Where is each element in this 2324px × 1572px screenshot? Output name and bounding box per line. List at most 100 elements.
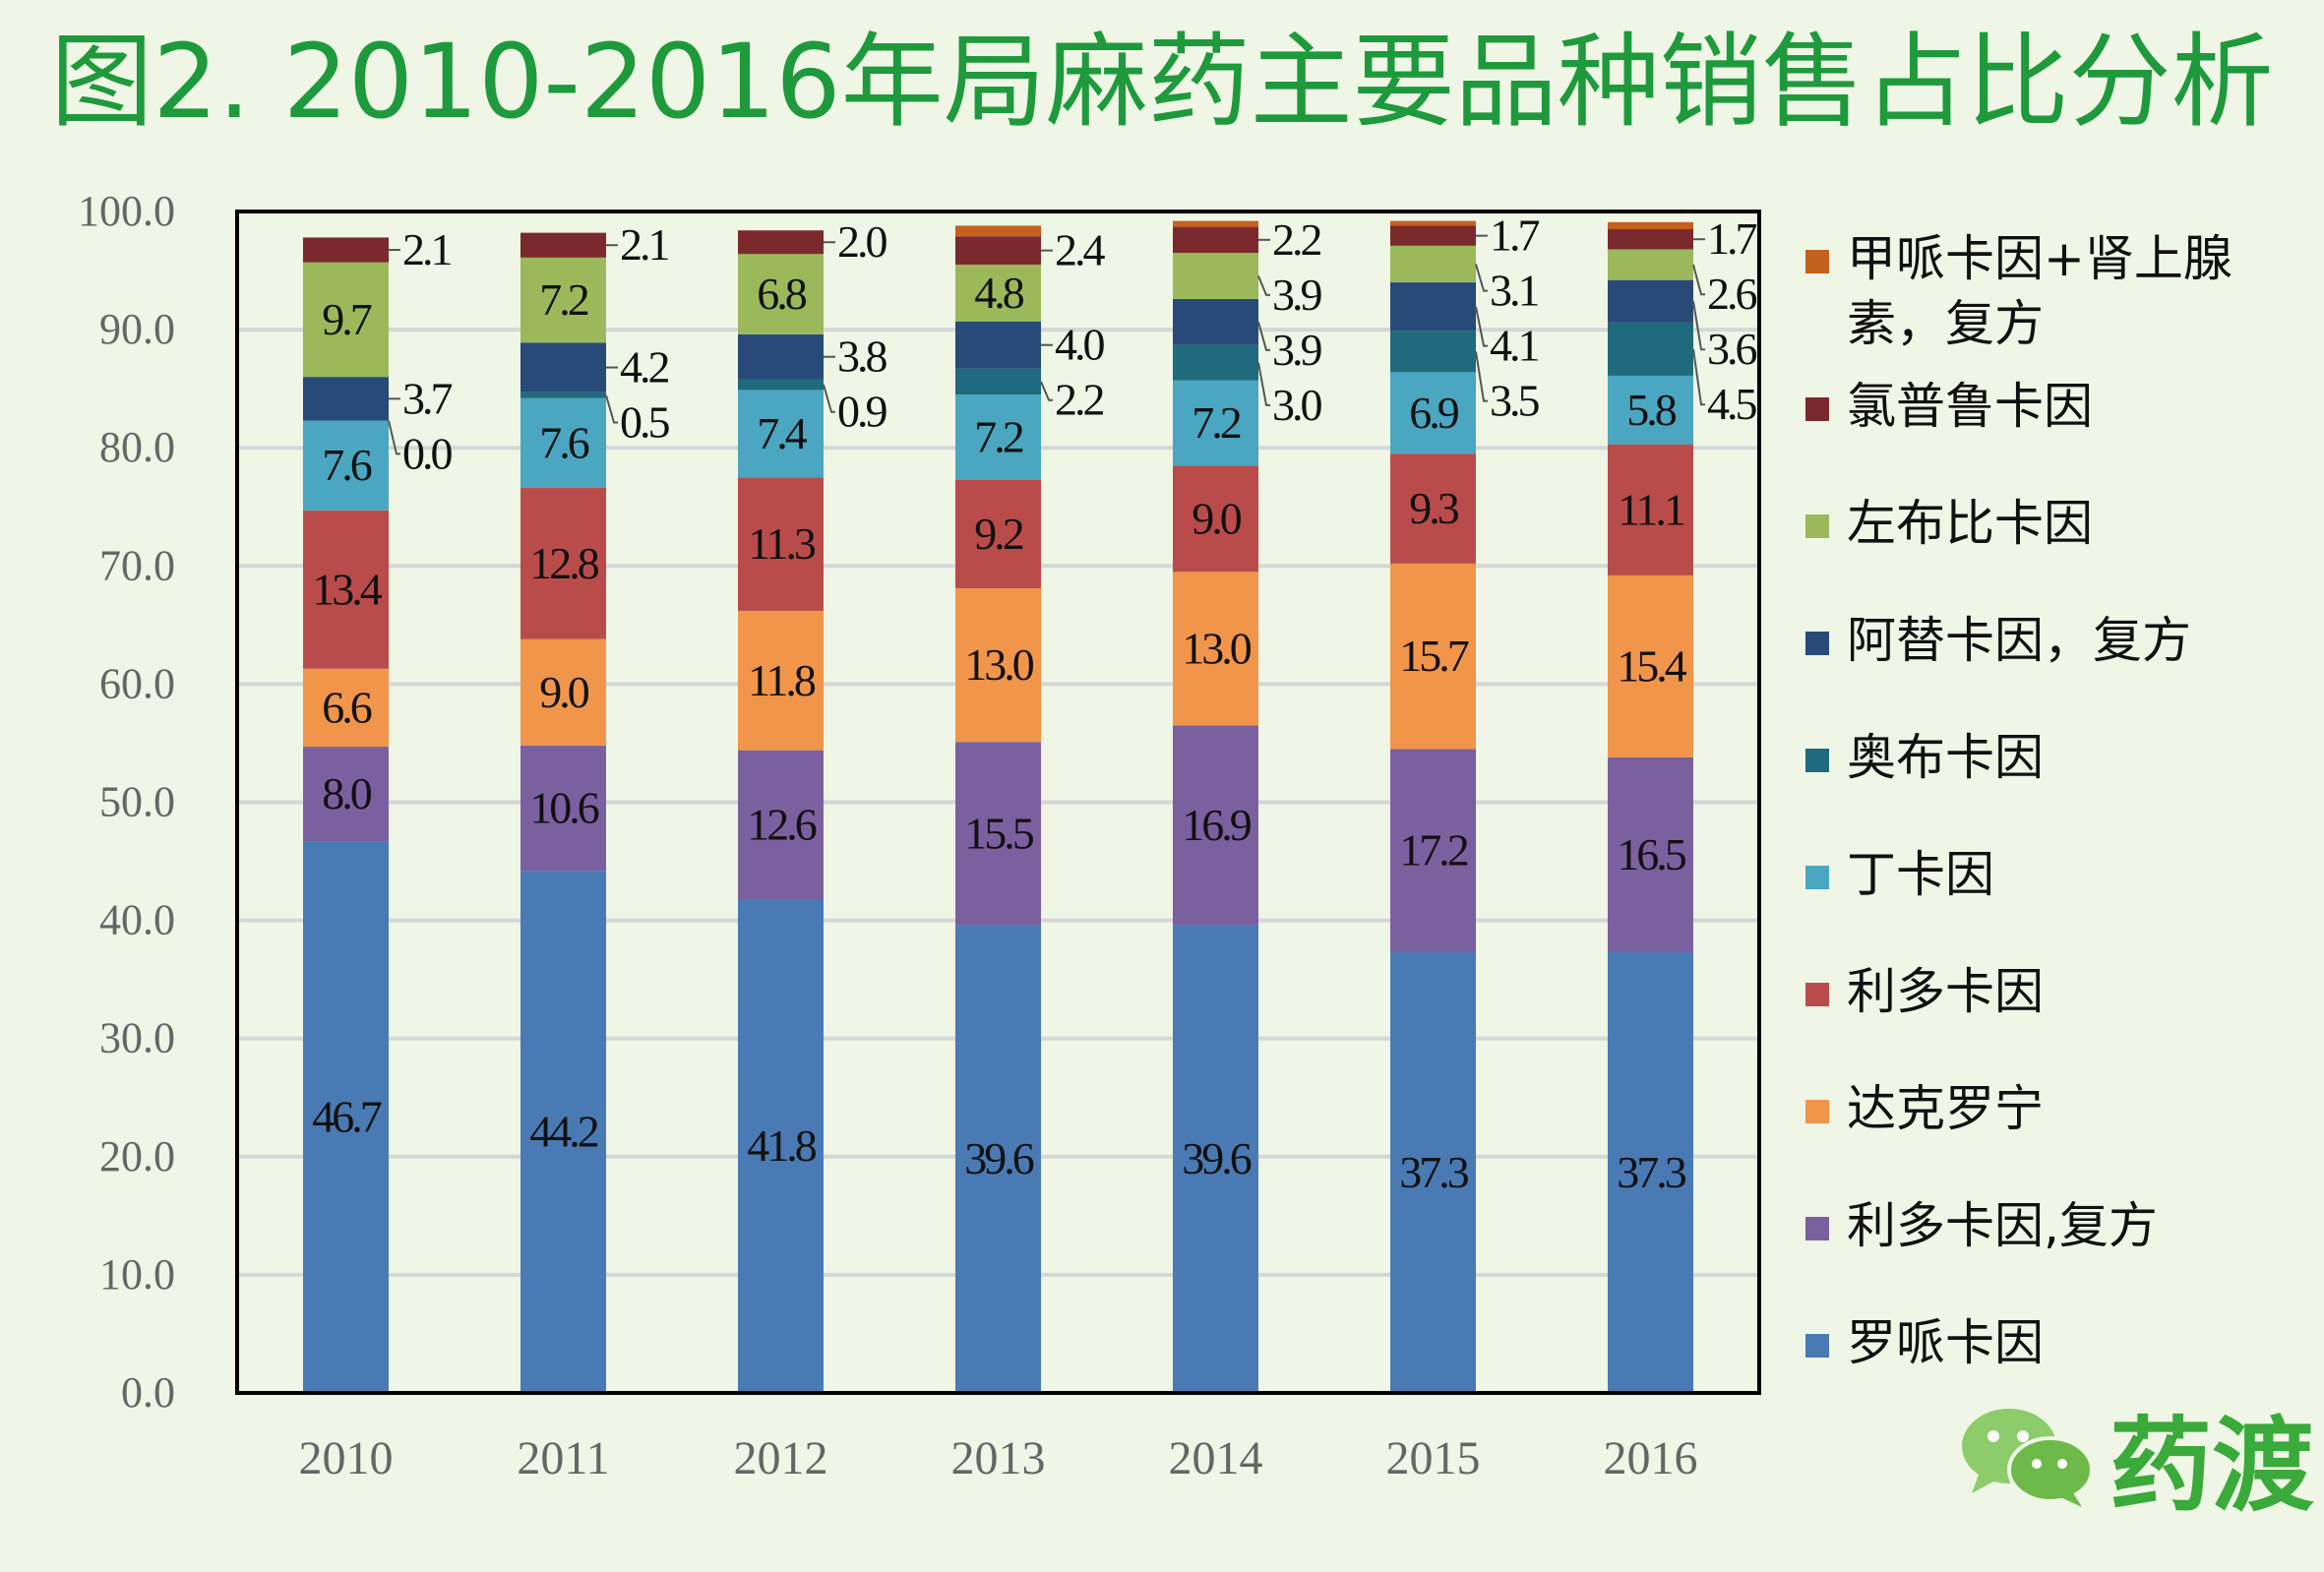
bar-segment <box>1390 372 1476 454</box>
data-label: 8.0 <box>322 768 372 818</box>
y-tick-label: 90.0 <box>99 305 175 353</box>
legend-swatch <box>1805 1334 1829 1358</box>
bar-segment <box>1608 249 1693 280</box>
data-label: 3.8 <box>837 332 887 382</box>
bar-segment <box>1390 952 1476 1393</box>
wechat-icon <box>1962 1408 2094 1507</box>
legend-item: 左布比卡因 <box>1805 491 2270 556</box>
bar-segment <box>1173 298 1258 345</box>
bar-segment <box>955 742 1041 926</box>
legend-label: 氯普鲁卡因 <box>1847 378 2093 435</box>
leader-line <box>1692 264 1705 296</box>
data-label: 39.6 <box>1182 1133 1252 1183</box>
bar-segment <box>1173 226 1258 254</box>
bar-segment <box>738 390 824 478</box>
data-label: 0.9 <box>837 387 887 437</box>
legend-swatch <box>1805 749 1829 772</box>
data-label: 37.3 <box>1617 1147 1686 1197</box>
leader-line <box>823 384 835 413</box>
bar-segment <box>955 236 1041 266</box>
bar-segment <box>955 225 1041 237</box>
data-label: 3.9 <box>1272 270 1322 320</box>
data-label: 13.0 <box>1182 623 1252 673</box>
data-label: 9.0 <box>539 667 589 717</box>
data-label: 2.6 <box>1707 269 1757 319</box>
bar-segment <box>1608 221 1693 230</box>
bar-segment <box>1173 253 1258 299</box>
data-label: 15.5 <box>964 808 1034 858</box>
bar-segment <box>955 588 1041 743</box>
data-label: 44.2 <box>529 1107 598 1157</box>
legend-item: 甲哌卡因+肾上腺素，复方 <box>1805 226 2270 356</box>
bar-segment <box>1173 572 1258 726</box>
bar-segment <box>520 342 606 393</box>
data-label: 13.4 <box>312 564 383 614</box>
bar-segment <box>1390 225 1476 246</box>
bar-segment <box>303 377 389 421</box>
leader-line <box>1475 264 1488 292</box>
data-label: 6.8 <box>757 269 807 319</box>
y-tick-label: 0.0 <box>121 1368 175 1417</box>
bar-segment <box>303 237 389 263</box>
data-label: 4.2 <box>620 342 669 393</box>
x-tick-label: 2014 <box>1169 1432 1263 1484</box>
bar-segment <box>520 745 606 872</box>
data-label: 3.0 <box>1272 380 1322 430</box>
bar-segment <box>1608 322 1693 376</box>
legend-item: 阿替卡因，复方 <box>1805 608 2270 673</box>
bar-segment <box>955 265 1041 322</box>
y-tick-label: 60.0 <box>99 659 175 707</box>
data-label: 6.6 <box>322 682 372 732</box>
legend-item: 奥布卡因 <box>1805 725 2270 790</box>
legend-item: 罗哌卡因 <box>1805 1310 2270 1375</box>
data-label: 41.8 <box>747 1120 817 1171</box>
bar-segment <box>738 379 824 391</box>
bar-segment <box>1173 465 1258 573</box>
data-label: 9.0 <box>1192 493 1242 543</box>
legend-swatch <box>1805 866 1829 889</box>
legend-label: 达克罗宁 <box>1847 1080 2044 1137</box>
data-label: 3.6 <box>1707 324 1757 374</box>
bar-segment <box>1608 375 1693 445</box>
bar-segment <box>1390 282 1476 332</box>
bar-segment <box>520 488 606 639</box>
data-label: 10.6 <box>529 783 599 833</box>
x-tick-label: 2012 <box>734 1432 828 1484</box>
legend-label: 左布比卡因 <box>1847 495 2093 552</box>
legend-swatch <box>1805 632 1829 655</box>
bar-segment <box>1608 756 1693 953</box>
leader-line <box>1475 306 1488 347</box>
leader-line <box>1257 322 1270 351</box>
data-label: 7.2 <box>1192 397 1241 448</box>
x-tick-label: 2015 <box>1386 1432 1481 1484</box>
y-tick-label: 50.0 <box>99 778 175 826</box>
x-tick-label: 2011 <box>517 1432 609 1484</box>
data-label: 6.9 <box>1409 388 1459 438</box>
legend-swatch <box>1805 250 1829 273</box>
data-label: 9.2 <box>974 509 1023 559</box>
data-label: 15.4 <box>1617 640 1687 691</box>
bar-segment <box>1173 220 1258 227</box>
bar-segment <box>955 925 1041 1393</box>
bar-segment <box>303 668 389 748</box>
data-label: 2.1 <box>402 224 452 274</box>
data-label: 2.2 <box>1272 214 1321 265</box>
y-tick-label: 80.0 <box>99 423 175 471</box>
logo-text: 药渡 <box>2110 1406 2315 1526</box>
bar-segment <box>955 368 1041 395</box>
leader-line <box>1257 362 1270 406</box>
bar-segment <box>1390 331 1476 373</box>
data-label: 3.1 <box>1490 266 1539 316</box>
legend-swatch <box>1805 983 1829 1006</box>
data-label: 12.8 <box>529 538 599 588</box>
plot-frame <box>235 210 1761 1395</box>
bar-segment <box>955 321 1041 369</box>
bar-segment <box>1608 444 1693 575</box>
bar-segment <box>520 638 606 746</box>
bar-segment <box>738 898 824 1393</box>
data-label: 12.6 <box>747 799 817 849</box>
bar-segment <box>738 610 824 751</box>
legend-label: 甲哌卡因+肾上腺素，复方 <box>1847 230 2232 352</box>
data-label: 13.0 <box>964 639 1034 690</box>
